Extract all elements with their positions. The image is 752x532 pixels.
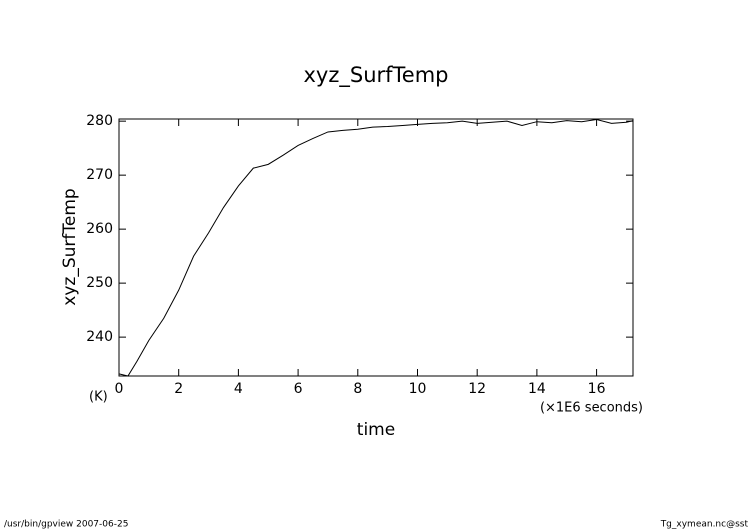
x-tick-label: 4: [234, 381, 243, 397]
y-axis-units: (K): [89, 390, 108, 405]
x-tick-label: 6: [294, 381, 303, 397]
x-tick-label: 2: [174, 381, 183, 397]
x-tick-label: 12: [468, 381, 486, 397]
x-tick-label: 0: [115, 381, 124, 397]
x-tick-label: 16: [588, 381, 606, 397]
x-axis-label: time: [357, 420, 395, 440]
plot-frame: [118, 118, 634, 377]
x-tick-label: 8: [353, 381, 362, 397]
y-tick-label: 270: [86, 167, 113, 183]
y-tick-label: 250: [86, 275, 113, 291]
x-axis-units: (×1E6 seconds): [540, 401, 643, 416]
footer-left: /usr/bin/gpview 2007-06-25: [4, 520, 128, 530]
y-tick-label: 240: [86, 329, 113, 345]
y-tick-label: 280: [86, 113, 113, 129]
x-tick-label: 10: [409, 381, 427, 397]
x-tick-label: 14: [528, 381, 546, 397]
footer-right: Tg_xymean.nc@sst: [660, 520, 749, 530]
y-tick-label: 260: [86, 221, 113, 237]
data-line: [118, 119, 634, 377]
chart-title: xyz_SurfTemp: [303, 63, 448, 88]
y-axis-label: xyz_SurfTemp: [60, 188, 80, 305]
